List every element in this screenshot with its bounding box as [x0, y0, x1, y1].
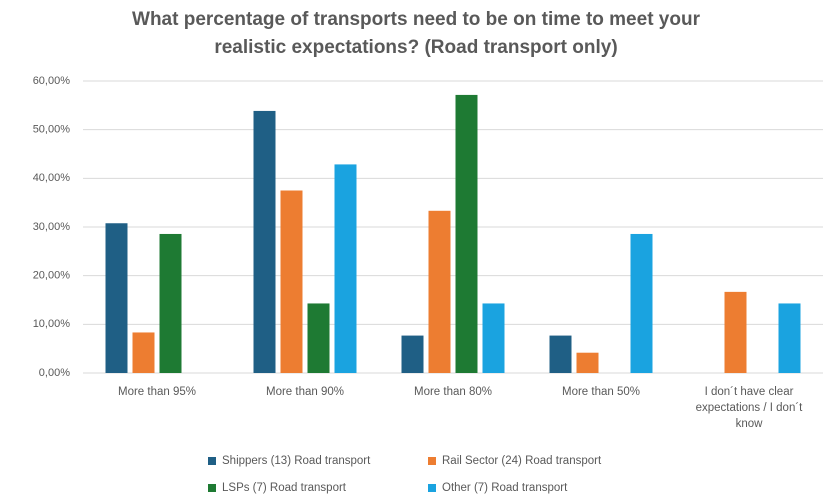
x-tick-label: More than 95%: [118, 386, 196, 398]
bar: [428, 210, 451, 373]
bar: [455, 94, 478, 373]
y-tick-label: 20,00%: [33, 270, 71, 282]
legend-item: LSPs (7) Road transport: [208, 482, 346, 494]
legend-swatch: [208, 484, 216, 492]
bar: [778, 303, 801, 373]
bar: [307, 303, 330, 373]
legend-swatch: [428, 457, 436, 465]
legend-label: LSPs (7) Road transport: [222, 482, 347, 494]
bar: [159, 233, 182, 373]
x-tick-label: More than 50%: [562, 386, 640, 398]
legend-label: Rail Sector (24) Road transport: [442, 455, 602, 467]
bar: [334, 164, 357, 373]
legend-swatch: [428, 484, 436, 492]
bar: [280, 190, 303, 373]
x-tick-label: I don´t have clear expectations / I don´…: [695, 386, 803, 430]
legend-item: Shippers (13) Road transport: [208, 455, 370, 467]
y-tick-label: 10,00%: [33, 318, 71, 330]
bar: [549, 335, 572, 373]
legend-item: Rail Sector (24) Road transport: [428, 455, 601, 467]
chart-title: What percentage of transports need to be…: [132, 9, 700, 58]
legend-swatch: [208, 457, 216, 465]
y-tick-label: 0,00%: [39, 367, 70, 379]
bar: [482, 303, 505, 373]
bar: [105, 223, 128, 373]
x-tick-label: More than 90%: [266, 386, 344, 398]
legend-label: Shippers (13) Road transport: [222, 455, 371, 467]
bar: [576, 352, 599, 373]
y-tick-label: 40,00%: [33, 172, 71, 184]
bar: [724, 291, 747, 373]
y-tick-label: 30,00%: [33, 221, 71, 233]
x-tick-label: More than 80%: [414, 386, 492, 398]
legend-item: Other (7) Road transport: [428, 482, 567, 494]
bar: [132, 332, 155, 373]
bar: [401, 335, 424, 373]
y-tick-label: 60,00%: [33, 75, 71, 87]
bar: [630, 233, 653, 373]
y-tick-label: 50,00%: [33, 124, 71, 136]
bar: [253, 110, 276, 374]
legend-label: Other (7) Road transport: [442, 482, 568, 494]
